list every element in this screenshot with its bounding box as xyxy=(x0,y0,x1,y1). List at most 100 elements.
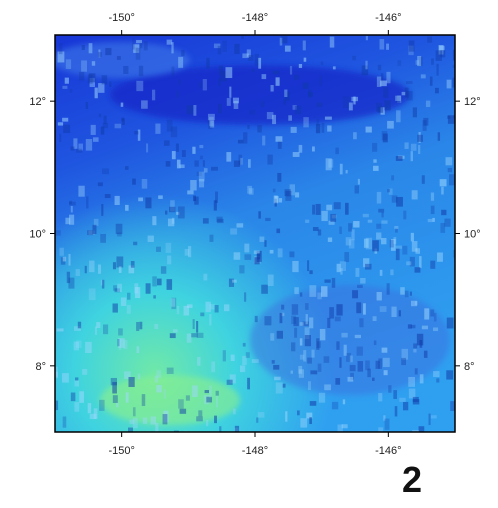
relief-speck xyxy=(167,40,173,45)
relief-speck xyxy=(163,414,168,424)
relief-speck xyxy=(436,64,438,76)
relief-speck xyxy=(343,96,350,108)
relief-speck xyxy=(137,346,140,353)
relief-speck xyxy=(272,360,275,364)
relief-speck xyxy=(187,334,192,343)
relief-speck xyxy=(99,114,101,117)
relief-speck xyxy=(319,76,322,87)
relief-speck xyxy=(340,164,343,175)
relief-speck xyxy=(140,42,143,48)
relief-speck xyxy=(71,206,73,213)
relief-speck xyxy=(58,122,63,125)
relief-speck xyxy=(401,358,406,365)
relief-speck xyxy=(165,211,167,215)
relief-speck xyxy=(277,173,281,182)
relief-speck xyxy=(81,60,87,71)
relief-speck xyxy=(356,302,361,313)
relief-speck xyxy=(131,261,135,268)
relief-speck xyxy=(255,316,258,322)
relief-speck xyxy=(246,352,250,358)
relief-speck xyxy=(105,48,111,55)
relief-speck xyxy=(292,304,298,315)
relief-speck xyxy=(98,265,101,274)
relief-speck xyxy=(435,88,439,93)
relief-speck xyxy=(339,227,342,234)
relief-speck xyxy=(303,350,306,361)
relief-speck xyxy=(233,409,236,415)
relief-speck xyxy=(264,316,271,325)
relief-speck xyxy=(142,394,145,406)
relief-speck xyxy=(118,328,123,335)
relief-speck xyxy=(268,275,274,286)
relief-speck xyxy=(384,100,390,110)
relief-speck xyxy=(151,416,157,424)
relief-speck xyxy=(344,252,349,262)
relief-speck xyxy=(123,340,127,349)
relief-speck xyxy=(284,90,287,97)
relief-speck xyxy=(422,326,428,330)
relief-speck xyxy=(372,240,379,251)
relief-speck xyxy=(101,127,105,135)
relief-speck xyxy=(102,280,104,289)
relief-speck xyxy=(350,356,353,363)
relief-speck xyxy=(171,127,177,138)
relief-speck xyxy=(187,105,194,114)
relief-speck xyxy=(427,37,432,43)
relief-speck xyxy=(178,206,185,218)
relief-speck xyxy=(446,157,453,165)
relief-speck xyxy=(305,303,308,310)
relief-speck xyxy=(312,205,315,215)
relief-speck xyxy=(123,66,128,74)
relief-speck xyxy=(238,140,243,144)
relief-speck xyxy=(89,43,93,53)
relief-speck xyxy=(336,304,342,315)
relief-speck xyxy=(317,292,321,299)
relief-speck xyxy=(298,366,302,374)
relief-speck xyxy=(74,402,79,412)
relief-speck xyxy=(68,254,70,266)
relief-speck xyxy=(309,270,312,274)
relief-speck xyxy=(345,203,349,215)
relief-speck xyxy=(429,414,431,425)
y-tick-label-right: 12° xyxy=(464,96,481,108)
relief-speck xyxy=(440,50,445,57)
relief-speck xyxy=(332,402,338,409)
relief-speck xyxy=(312,146,315,151)
relief-speck xyxy=(55,230,61,235)
relief-speck xyxy=(387,121,394,129)
relief-speck xyxy=(324,384,331,390)
relief-speck xyxy=(326,158,332,170)
relief-speck xyxy=(378,106,383,112)
relief-speck xyxy=(172,151,176,159)
relief-speck xyxy=(431,192,434,200)
x-tick-label-bottom: -150° xyxy=(108,445,134,457)
relief-speck xyxy=(299,64,302,68)
relief-speck xyxy=(300,292,302,296)
relief-speck xyxy=(85,266,87,273)
relief-speck xyxy=(117,56,121,60)
relief-speck xyxy=(324,356,330,363)
relief-speck xyxy=(372,378,375,381)
relief-speck xyxy=(186,395,190,400)
relief-speck xyxy=(211,361,215,372)
relief-speck xyxy=(355,335,361,338)
relief-speck xyxy=(387,283,390,294)
relief-speck xyxy=(200,156,203,160)
relief-speck xyxy=(415,267,421,272)
relief-speck xyxy=(436,378,439,382)
relief-speck xyxy=(413,343,417,348)
relief-speck xyxy=(387,189,390,192)
relief-speck xyxy=(75,377,78,380)
relief-speck xyxy=(411,233,414,242)
relief-speck xyxy=(127,305,131,314)
relief-speck xyxy=(59,43,63,54)
relief-speck xyxy=(304,58,307,62)
relief-speck xyxy=(152,90,155,101)
relief-speck xyxy=(270,333,274,340)
relief-speck xyxy=(291,342,295,351)
relief-speck xyxy=(396,110,401,122)
relief-speck xyxy=(431,206,435,214)
relief-speck xyxy=(199,145,203,148)
relief-speck xyxy=(294,328,297,338)
relief-speck xyxy=(234,44,239,54)
